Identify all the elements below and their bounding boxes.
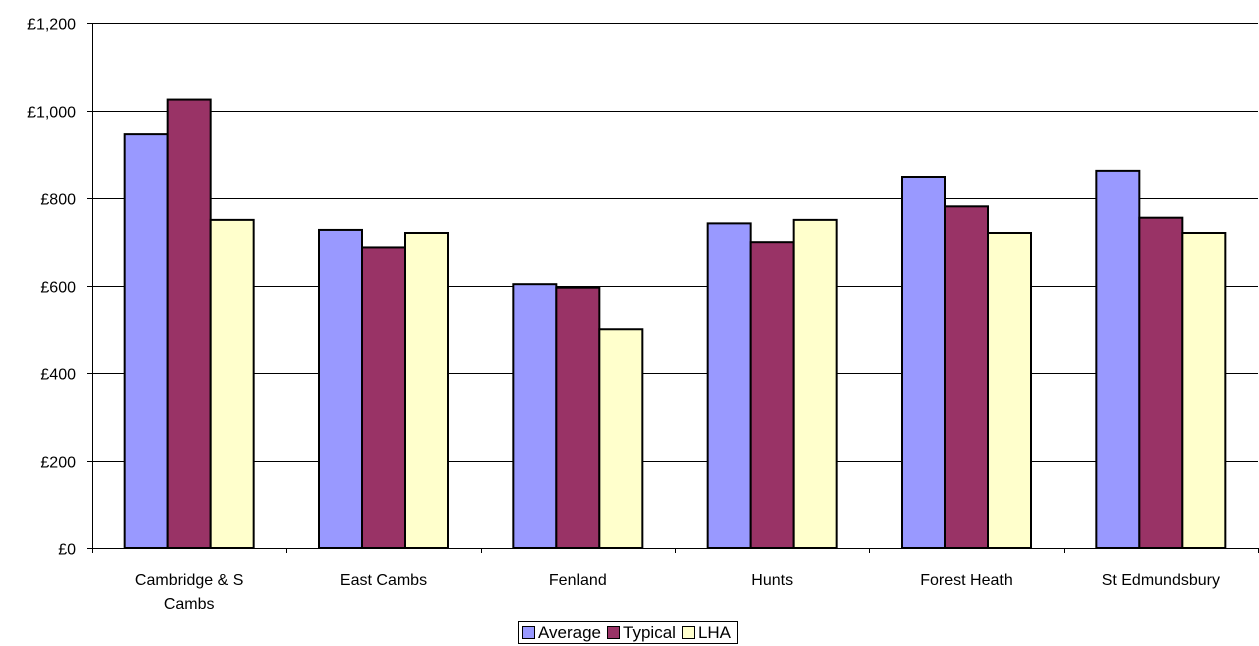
bar-lha xyxy=(792,218,838,549)
legend-swatch xyxy=(522,626,535,639)
bar-chart: £0 £200 £400 £600 £800 £1,000 £1,200 Cambridge… xyxy=(27,17,1259,613)
x-tick-label: Hunts xyxy=(751,572,793,589)
x-tick-label: St Edmundsbury xyxy=(1102,572,1220,589)
bar-average xyxy=(1095,169,1141,549)
x-tick-label: Cambridge & S xyxy=(135,572,244,589)
y-tick-label: £400 xyxy=(40,367,76,384)
gridlines xyxy=(92,23,1258,462)
legend-item-average: Average xyxy=(522,623,601,643)
bar-typical xyxy=(1138,216,1184,549)
axes xyxy=(87,23,1259,553)
y-tick-label: £600 xyxy=(40,280,76,297)
bar-lha xyxy=(598,328,644,549)
bar-lha xyxy=(209,218,255,549)
legend-swatch xyxy=(681,626,695,639)
y-tick-label: £1,000 xyxy=(27,105,76,122)
bar-average xyxy=(512,283,558,549)
legend-item-typical: Typical xyxy=(607,623,676,643)
bar-typical xyxy=(166,98,212,549)
y-tick-label: £200 xyxy=(40,455,76,472)
bar-lha xyxy=(404,232,449,549)
legend-swatch xyxy=(607,626,621,639)
x-tick-label: Fenland xyxy=(549,572,607,589)
bar-average xyxy=(706,222,752,549)
y-tick-label: £800 xyxy=(40,192,76,209)
y-tick-label: £0 xyxy=(58,542,76,559)
bar-typical xyxy=(749,241,795,549)
bar-lha xyxy=(1181,232,1227,549)
bar-typical xyxy=(555,286,601,549)
x-tick-label: Cambs xyxy=(164,596,215,613)
legend: Average Typical LHA xyxy=(518,621,739,644)
x-tick-label: Forest Heath xyxy=(920,572,1012,589)
bar-typical xyxy=(944,205,989,549)
legend-label: Typical xyxy=(623,622,676,642)
bar-average xyxy=(318,228,363,549)
bar-average xyxy=(901,176,946,549)
legend-item-lha: LHA xyxy=(681,622,732,643)
legend-label: LHA xyxy=(697,622,732,642)
y-tick-label: £1,200 xyxy=(27,17,76,34)
y-axis-tick-labels: £0 £200 £400 £600 £800 £1,000 £1,200 xyxy=(27,17,76,559)
bars xyxy=(123,98,1227,549)
x-tick-label: East Cambs xyxy=(340,572,427,589)
bar-lha xyxy=(987,232,1032,549)
bar-typical xyxy=(361,246,406,549)
legend-label: Average xyxy=(538,622,602,642)
bar-average xyxy=(123,133,169,549)
x-axis-tick-labels: Cambridge & S Cambs East Cambs Fenland Hunts… xyxy=(135,572,1220,613)
